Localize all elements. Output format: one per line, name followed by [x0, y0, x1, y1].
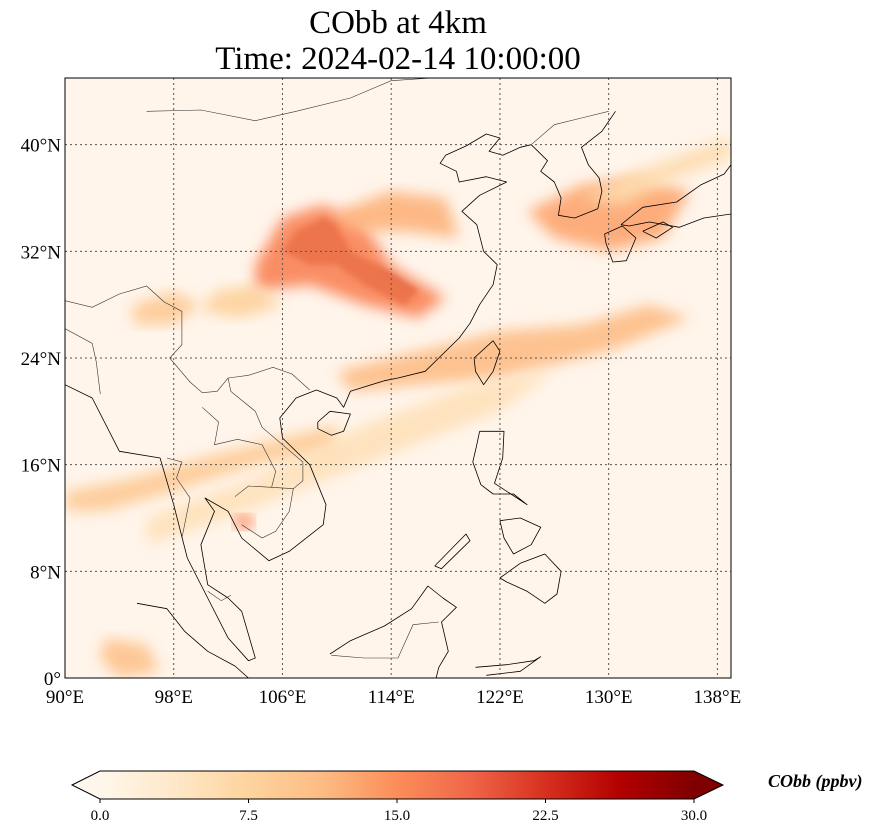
lat-tick-label: 32°N: [21, 242, 62, 263]
plume-cambodia-spot: [234, 515, 253, 529]
border-laos-thailand: [202, 407, 277, 488]
lat-tick-label: 8°N: [30, 562, 61, 583]
colorbar-tick-label: 0.0: [91, 808, 110, 824]
border-myanmar-thailand: [166, 457, 191, 539]
coastline-kyushu: [604, 225, 637, 263]
coastline-korea: [530, 111, 616, 219]
lon-tick-label: 138°E: [694, 687, 742, 708]
colorbar-tick-label: 15.0: [384, 808, 410, 824]
map-area: [64, 77, 732, 679]
coastline-japan-honshu: [620, 164, 731, 228]
border-mongolia: [146, 78, 433, 122]
plume-indochina-diagonal: [146, 371, 555, 545]
lat-tick-label: 16°N: [21, 456, 62, 477]
coastline-mindanao: [499, 553, 562, 604]
plume-myanmar-spot: [133, 291, 201, 325]
lon-tick-label: 90°E: [46, 687, 84, 708]
coastline-sumatra: [136, 602, 249, 678]
concentration-field: [65, 138, 731, 678]
plume-central-china-halo: [255, 204, 446, 318]
gridlines: [65, 78, 731, 678]
coastline-sulawesi: [475, 656, 542, 676]
coastline-borneo: [329, 585, 457, 678]
lon-tick-label: 122°E: [476, 687, 524, 708]
coastline-taiwan: [473, 340, 501, 386]
colorbar-label: CObb (ppbv): [768, 771, 862, 792]
plume-northeast-streak: [581, 138, 731, 205]
colorbar-min-extension: [72, 771, 100, 799]
colorbar: 0.0 7.5 15.0 22.5 30.0 CObb (ppbv): [70, 770, 862, 824]
border-myanmar-china: [164, 301, 229, 394]
coastline-palawan: [434, 533, 471, 570]
coastline-shikoku: [642, 221, 673, 239]
border-india-bangladesh: [65, 328, 101, 395]
colorbar-tick-label: 30.0: [681, 808, 707, 824]
country-borders: [65, 78, 609, 659]
plume-southwest-band: [65, 424, 337, 512]
coastline-mainland-coast: [65, 133, 532, 662]
border-borneo-border: [331, 621, 439, 659]
lon-tick-label: 130°E: [585, 687, 633, 708]
longitude-tick-labels: 90°E 98°E 106°E 114°E 122°E 130°E 138°E: [46, 687, 741, 708]
map-title-line-1: CObb at 4km: [309, 5, 487, 41]
border-malaysia: [207, 591, 231, 602]
coastline-visayas: [499, 517, 542, 555]
map-title-line-2: Time: 2024-02-14 10:00:00: [215, 41, 581, 77]
lat-tick-label: 40°N: [21, 136, 62, 157]
border-china-nk: [531, 111, 609, 145]
map-frame: [64, 77, 732, 679]
coastline-hainan: [317, 410, 351, 436]
plume-sumatra-spot: [99, 638, 161, 678]
plume-west-plume: [200, 284, 283, 318]
lon-tick-label: 98°E: [155, 687, 193, 708]
lon-tick-label: 106°E: [259, 687, 307, 708]
border-vietnam-laos: [227, 377, 304, 489]
colorbar-tick-label: 22.5: [532, 808, 558, 824]
coastline-luzon: [472, 430, 528, 506]
colorbar-max-extension: [694, 771, 723, 799]
plume-south-china-band: [336, 304, 691, 392]
lat-tick-label: 24°N: [21, 349, 62, 370]
coastlines: [65, 111, 731, 678]
plume-north-plume: [336, 191, 460, 238]
border-cambodia: [234, 485, 294, 539]
colorbar-ticks: 0.0 7.5 15.0 22.5 30.0: [91, 799, 707, 824]
border-china-vietnam: [228, 366, 310, 391]
colorbar-tick-label: 7.5: [239, 808, 258, 824]
colorbar-gradient: [100, 771, 694, 799]
lon-tick-label: 114°E: [368, 687, 415, 708]
latitude-tick-labels: 0° 8°N 16°N 24°N 32°N 40°N: [21, 136, 62, 690]
border-himalaya: [65, 285, 165, 308]
lat-tick-label: 0°: [44, 669, 61, 690]
